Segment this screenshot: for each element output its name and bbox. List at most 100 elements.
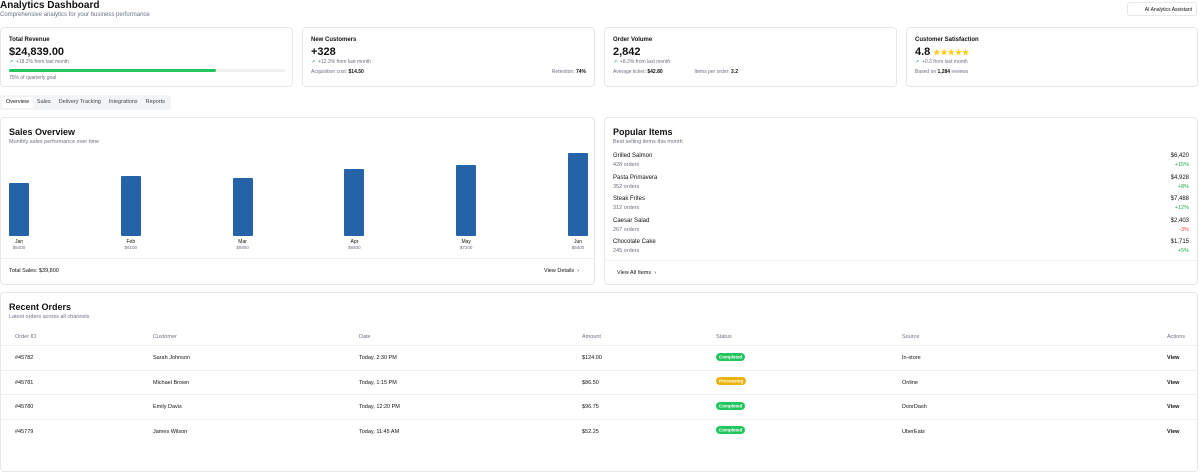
total-sales: Total Sales: $39,800 — [9, 268, 59, 274]
footer-value: 1,284 — [937, 69, 951, 75]
orders-card: Recent Orders Latest orders across all c… — [0, 292, 1198, 472]
item-name: Chocolate Cake — [613, 239, 656, 245]
table-row: #45780 Emily Davis Today, 12:20 PM $96.75 Co… — [1, 394, 1197, 418]
kpi-label: Order Volume — [613, 37, 653, 43]
view-button[interactable]: View — [1167, 428, 1180, 435]
kpi-number: +328 — [311, 46, 336, 58]
item-orders: 312 orders — [613, 205, 640, 211]
view-button[interactable]: View — [1167, 355, 1180, 361]
footer-key: Acquisition cost: — [311, 69, 348, 75]
status-cell: Completed — [716, 352, 746, 361]
item-change: +15% — [1174, 162, 1189, 168]
cell-customer: Michael Brown — [153, 379, 190, 386]
kpi-change: ↗ +8.3% from last month — [613, 59, 670, 65]
progress-label: 75% of quarterly goal — [9, 75, 57, 81]
trend-icon: ↗ — [613, 59, 620, 65]
view-button[interactable]: View — [1167, 404, 1180, 410]
column-header: Customer — [153, 334, 177, 340]
item-name: Steak Frites — [613, 196, 646, 202]
item-revenue: $2,403 — [1170, 217, 1189, 224]
tab[interactable]: Integrations — [108, 99, 138, 105]
status-pill: Completed — [716, 401, 746, 410]
column-header: Actions — [1167, 334, 1186, 340]
tabs: Overview Sales Delivery Tracking Integratio… — [0, 95, 171, 110]
assistant-button[interactable]: AI Analytics Assistant — [1127, 2, 1197, 16]
link-text: View Details — [544, 268, 575, 274]
cell-amount: $52.25 — [582, 428, 599, 435]
footer-right: Retention: 74% — [552, 69, 586, 75]
stars: ★★★★★ — [933, 48, 970, 57]
sales-card: Sales Overview Monthly sales performance… — [0, 117, 595, 285]
footer-left: Average ticket: $42.80 — [613, 69, 663, 75]
cell-date: Today, 1:15 PM — [359, 379, 397, 386]
kpi-card: New Customers +328 ↗ +12.3% from last mont… — [302, 27, 595, 87]
footer-value: 74% — [575, 69, 586, 75]
bar — [9, 182, 29, 236]
bar-chart: Jan $5400 Feb $6100 Mar $5900 Apr $6800 May $7200… — [9, 148, 588, 250]
cell-date: Today, 11:45 AM — [359, 428, 400, 435]
view-button[interactable]: View — [1167, 379, 1180, 386]
footer-value: $14.50 — [348, 69, 364, 75]
item-change: +5% — [1177, 248, 1189, 254]
column-header: Order ID — [15, 334, 37, 340]
item-change: +12% — [1174, 205, 1189, 211]
item-revenue: $6,420 — [1170, 153, 1189, 159]
change-text: +18.2% from last month — [15, 59, 69, 65]
kpi-label: New Customers — [311, 37, 357, 43]
change-text: +8.3% from last month — [619, 59, 671, 65]
item-change: -3% — [1179, 226, 1189, 233]
item-orders: 352 orders — [613, 183, 640, 190]
footer-key: Retention: — [551, 69, 575, 75]
bar — [120, 175, 141, 236]
orders-subtitle: Latest orders across all channels — [9, 314, 90, 320]
column-header: Date — [359, 334, 371, 340]
cell-date: Today, 12:20 PM — [359, 404, 400, 410]
popular-subtitle: Best selling items this month — [613, 139, 683, 145]
table-row: #45779 James Wilson Today, 11:45 AM $52.25 C… — [1, 418, 1197, 443]
progress-bar — [9, 69, 216, 72]
cell-id: #45781 — [15, 379, 34, 386]
cell-customer: James Wilson — [153, 428, 188, 435]
bar-value-label: $6100 — [124, 245, 138, 250]
bar-value-label: $5900 — [236, 245, 249, 250]
view-all[interactable]: View All Items › — [617, 270, 657, 276]
cell-amount: $124.00 — [582, 355, 602, 361]
tab[interactable]: Sales — [36, 99, 51, 105]
item-revenue: $7,488 — [1170, 196, 1189, 202]
bar — [456, 164, 477, 236]
bar — [232, 177, 253, 236]
status-pill: Completed — [716, 352, 746, 361]
tab[interactable]: Delivery Tracking — [58, 99, 101, 105]
change-text: +0.3 from last month — [921, 59, 968, 65]
kpi-change: ↗ +0.3 from last month — [915, 59, 968, 65]
status-cell: Processing — [716, 377, 747, 385]
kpi-value: +328 — [311, 46, 336, 58]
kpi-card: Total Revenue $24,839.00 ↗ +18.2% from las… — [0, 27, 293, 87]
column-header: Amount — [582, 334, 601, 340]
orders-title: Recent Orders — [9, 302, 72, 312]
tab[interactable]: Reports — [145, 99, 165, 105]
kpi-change: ↗ +12.3% from last month — [311, 59, 371, 65]
footer-key: Average ticket: — [613, 69, 646, 75]
bar-value-label: $6800 — [348, 245, 361, 250]
column-header: Source — [902, 334, 920, 340]
table-row: #45782 Sarah Johnson Today, 2:30 PM $124.00… — [1, 345, 1197, 369]
table-header: Order ID Customer Date Amount Status Source Ac… — [1, 329, 1197, 345]
footer-key: Items per order: — [694, 69, 730, 75]
item-revenue: $1,715 — [1170, 239, 1189, 245]
footer-right: Items per order: 3.2 — [694, 69, 738, 75]
trend-icon: ↗ — [311, 59, 318, 65]
footer-left: Acquisition cost: $14.50 — [311, 69, 364, 75]
view-details[interactable]: View Details › — [544, 268, 580, 274]
item-row: Grilled Salmon 428 orders $6,420 +15% — [613, 153, 1189, 173]
tab[interactable]: Overview — [2, 97, 33, 108]
footer-suffix: reviews — [951, 69, 969, 75]
status-pill: Completed — [716, 426, 746, 434]
cell-date: Today, 2:30 PM — [359, 355, 397, 361]
item-change: +8% — [1177, 183, 1189, 190]
item-row: Chocolate Cake 245 orders $1,715 +5% — [613, 239, 1189, 259]
subtitle: Comprehensive analytics for your busines… — [0, 12, 150, 18]
item-orders: 245 orders — [613, 248, 640, 254]
item-name: Caesar Salad — [613, 217, 650, 224]
kpi-number: $24,839.00 — [9, 46, 65, 58]
